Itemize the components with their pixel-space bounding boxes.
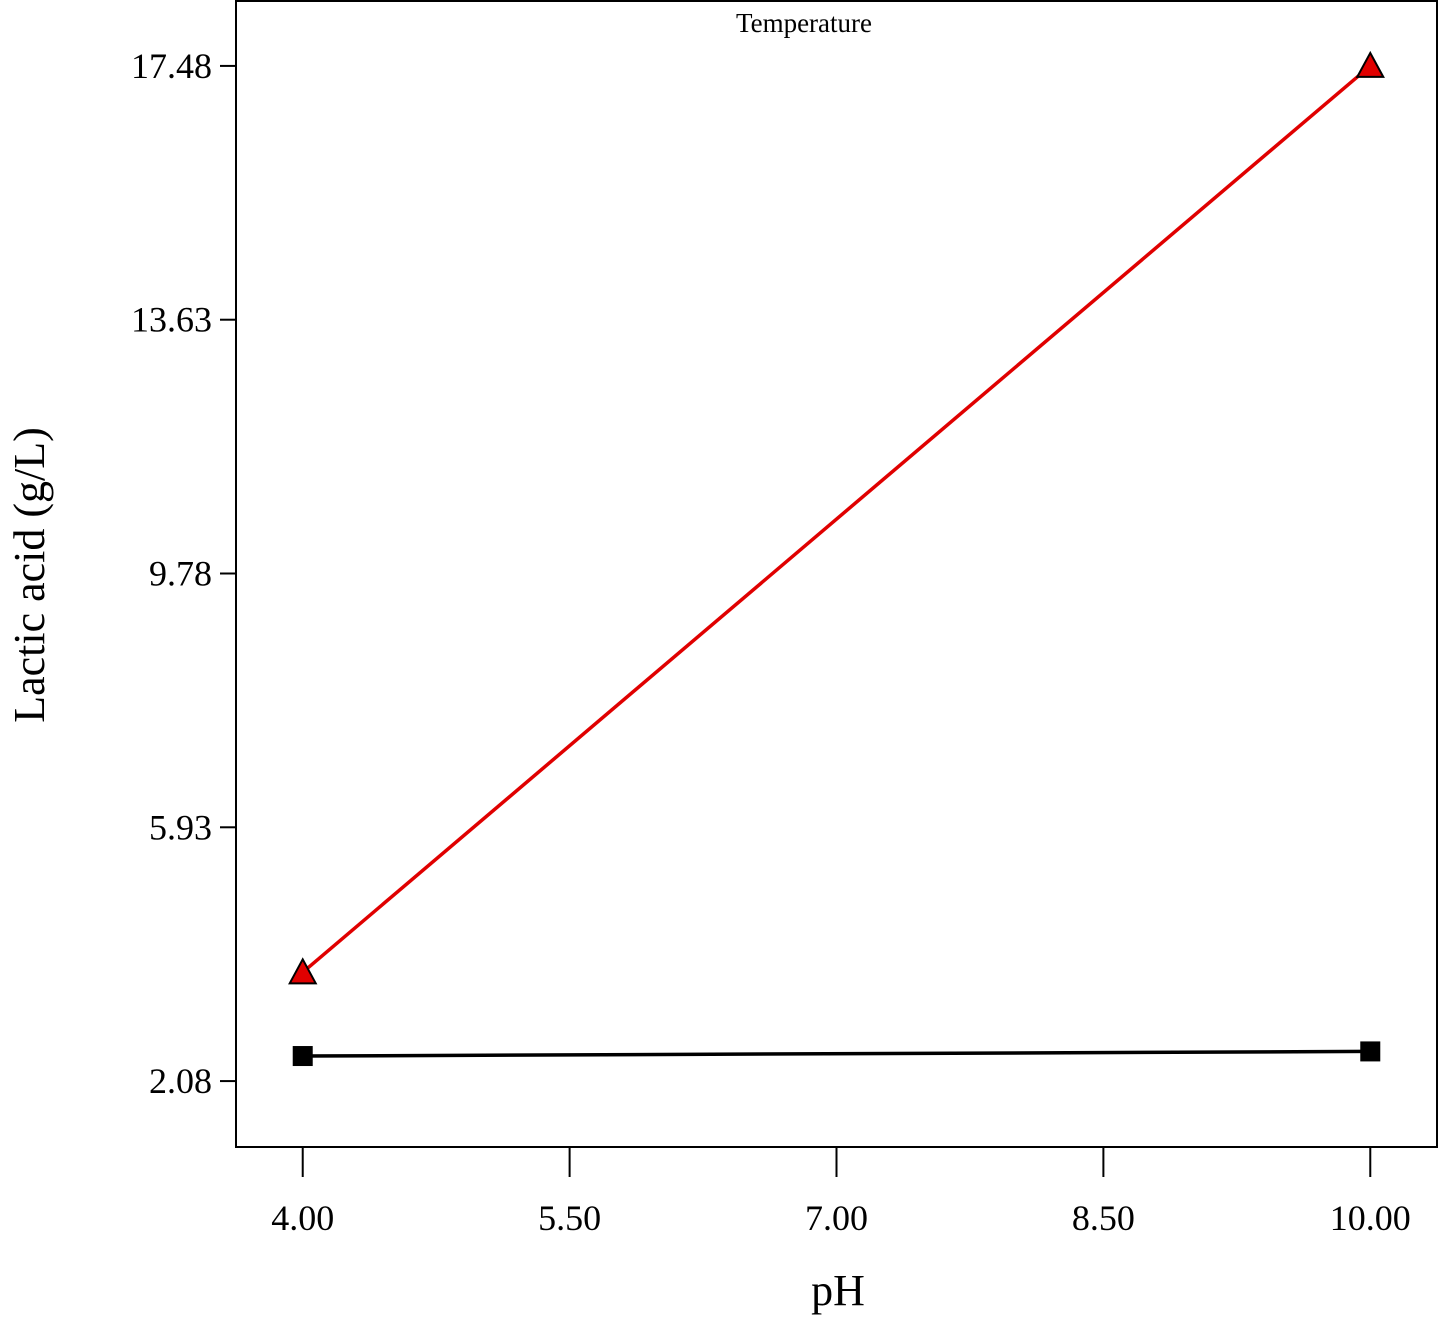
x-axis-label: pH	[811, 1266, 865, 1315]
y-tick-label: 13.63	[131, 300, 212, 340]
y-tick-label: 9.78	[149, 554, 212, 594]
marker	[1355, 50, 1385, 78]
x-tick-label: 5.50	[538, 1198, 601, 1238]
marker	[292, 1046, 313, 1067]
x-tick-label: 10.00	[1330, 1198, 1411, 1238]
marker	[1360, 1041, 1381, 1062]
annotation: Temperature	[736, 8, 872, 38]
y-axis-label: Lactic acid (g/L)	[5, 427, 54, 723]
marker	[288, 957, 318, 985]
plot-frame	[235, 0, 1438, 1148]
y-tick-label: 5.93	[149, 807, 212, 847]
x-tick-label: 8.50	[1072, 1198, 1135, 1238]
y-tick-label: 17.48	[131, 46, 212, 86]
series-line	[302, 1049, 1371, 1058]
x-tick-label: 4.00	[271, 1198, 334, 1238]
x-tick-label: 7.00	[805, 1198, 868, 1238]
series-line	[301, 64, 1372, 974]
y-tick-label: 2.08	[149, 1061, 212, 1101]
